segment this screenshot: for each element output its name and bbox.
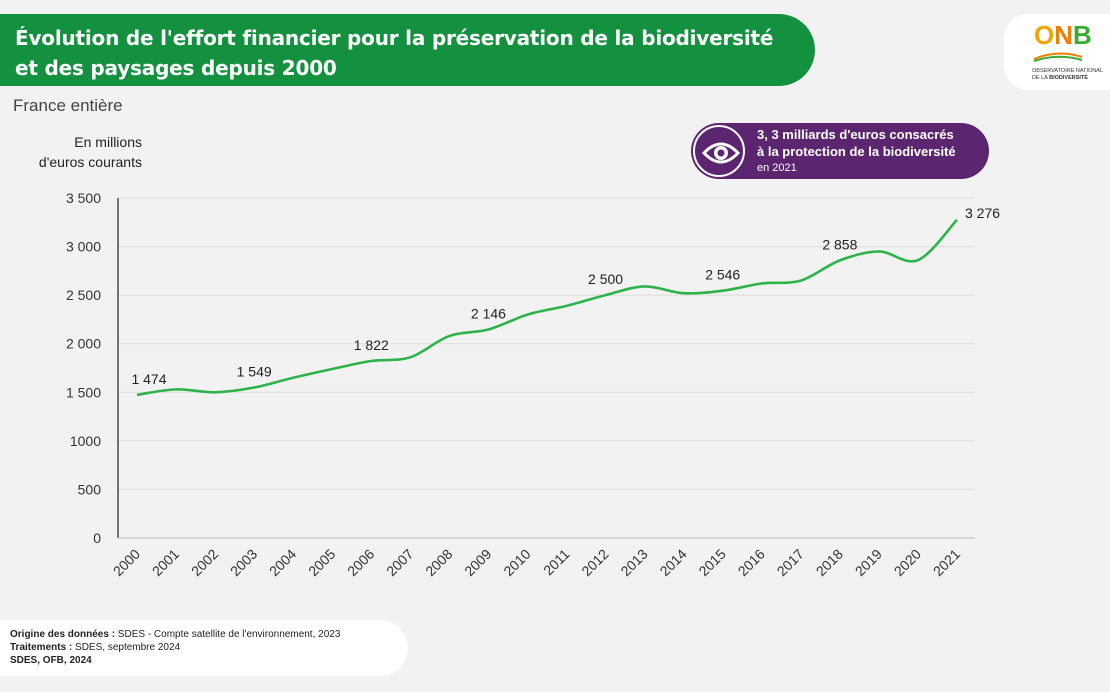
data-point	[486, 328, 490, 332]
data-point	[174, 387, 178, 391]
y-unit-label: En millions d'euros courants	[38, 134, 142, 170]
page-title-line2: et des paysages depuis 2000	[15, 56, 337, 80]
data-point	[643, 284, 647, 288]
data-point	[135, 393, 139, 397]
x-tick-label: 2018	[813, 546, 846, 579]
x-tick-label: 2019	[852, 546, 885, 579]
footer-line2: Traitements : SDES, septembre 2024	[10, 642, 181, 653]
x-tick-label: 2006	[344, 546, 377, 579]
y-tick-label: 3 500	[66, 190, 101, 206]
series-line	[136, 218, 958, 397]
eye-icon	[693, 125, 745, 177]
x-tick-label: 2008	[422, 546, 455, 579]
data-label: 2 500	[588, 271, 623, 287]
footer-line3: SDES, OFB, 2024	[10, 655, 92, 666]
x-tick-label: 2002	[188, 546, 221, 579]
x-tick-label: 2021	[930, 546, 963, 579]
data-point	[525, 313, 529, 317]
data-point	[447, 334, 451, 338]
source-footer: Origine des données : SDES - Compte sate…	[0, 620, 408, 676]
data-point	[604, 293, 608, 297]
data-label: 2 858	[822, 236, 857, 252]
callout-line1: 3, 3 milliards d'euros consacrés	[757, 127, 954, 142]
x-tick-label: 2009	[461, 546, 494, 579]
x-tick-label: 2015	[695, 546, 728, 579]
data-point	[682, 291, 686, 295]
scope-subtitle: France entière	[13, 96, 123, 115]
onb-logo: ONB OBSERVATOIRE NATIONAL DE LA BIODIVER…	[1004, 14, 1110, 90]
y-tick-label: 3 000	[66, 239, 101, 255]
page-title-line1: Évolution de l'effort financier pour la …	[15, 26, 774, 50]
data-point	[291, 376, 295, 380]
data-point	[916, 258, 920, 262]
data-point	[760, 281, 764, 285]
title-banner	[0, 14, 815, 86]
data-point	[721, 289, 725, 293]
y-tick-label: 0	[93, 530, 101, 546]
x-tick-label: 2000	[110, 546, 143, 579]
data-label: 2 146	[471, 306, 506, 322]
data-point	[213, 390, 217, 394]
data-point	[252, 386, 256, 390]
data-point	[565, 304, 569, 308]
data-point	[838, 258, 842, 262]
logo-subtitle: OBSERVATOIRE NATIONAL DE LA BIODIVERSITÉ	[1032, 68, 1104, 81]
x-tick-label: 2010	[500, 546, 533, 579]
x-tick-label: 2004	[266, 546, 299, 579]
x-tick-label: 2017	[774, 546, 807, 579]
highlight-callout: 3, 3 milliards d'euros consacrés à la pr…	[691, 123, 989, 179]
callout-line3: en 2021	[757, 162, 797, 174]
x-tick-label: 2014	[656, 546, 689, 579]
data-point	[877, 249, 881, 253]
y-tick-label: 1000	[70, 433, 101, 449]
logo-wordmark: ONB	[1034, 20, 1092, 50]
data-label: 2 546	[705, 267, 740, 283]
x-tick-label: 2012	[578, 546, 611, 579]
data-label: 3 276	[965, 205, 1000, 221]
x-tick-label: 2016	[735, 546, 768, 579]
y-tick-label: 2 500	[66, 287, 101, 303]
x-tick-label: 2003	[227, 546, 260, 579]
y-tick-label: 500	[78, 481, 102, 497]
data-point	[369, 359, 373, 363]
data-point	[955, 218, 959, 222]
footer-line1: Origine des données : SDES - Compte sate…	[10, 629, 341, 640]
data-label: 1 474	[131, 371, 166, 387]
x-tick-label: 2013	[617, 546, 650, 579]
data-label: 1 549	[237, 364, 272, 380]
x-tick-label: 2020	[891, 546, 924, 579]
x-tick-label: 2011	[540, 546, 573, 579]
y-tick-label: 2 000	[66, 336, 101, 352]
logo-swoosh-icon	[1033, 52, 1083, 62]
callout-line2: à la protection de la biodiversité	[757, 144, 956, 159]
x-tick-label: 2005	[305, 546, 338, 579]
data-point	[799, 279, 803, 283]
data-point	[408, 355, 412, 359]
x-tick-label: 2007	[383, 546, 416, 579]
data-point	[330, 367, 334, 371]
y-tick-label: 1 500	[66, 384, 101, 400]
data-label: 1 822	[354, 337, 389, 353]
x-tick-label: 2001	[149, 546, 182, 579]
